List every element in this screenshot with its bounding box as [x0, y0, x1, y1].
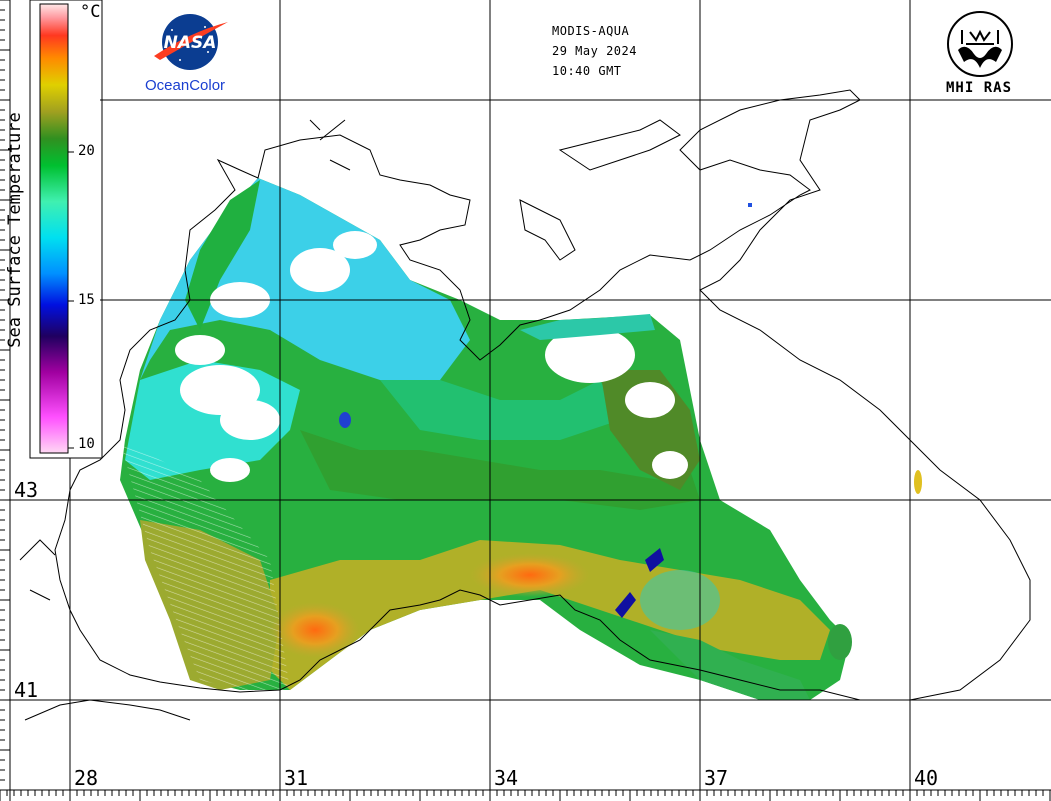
lon-label-34: 34 [494, 766, 519, 790]
sst-data-field [120, 178, 922, 700]
legend-title: Sea Surface Temperature [5, 112, 25, 348]
lon-label-37: 37 [704, 766, 729, 790]
lon-label-31: 31 [284, 766, 309, 790]
legend-tick-20: 20 [78, 143, 95, 159]
lat-label-41: 41 [14, 678, 39, 702]
legend-colorbar [39, 3, 69, 454]
mhi-logo-icon [947, 11, 1013, 77]
time-label: 10:40 GMT [552, 64, 622, 78]
coastline [19, 89, 1031, 721]
legend-unit: °C [80, 2, 101, 22]
legend-tick-10: 10 [78, 436, 95, 452]
nasa-logo-icon: NASA [154, 14, 228, 70]
nasa-logo-text: NASA [164, 33, 217, 53]
mhi-label: MHI RAS [946, 80, 1013, 96]
legend-tick-15: 15 [78, 292, 95, 308]
lat-label-43: 43 [14, 478, 39, 502]
bottom-ruler [0, 789, 1051, 801]
date-label: 29 May 2024 [552, 44, 637, 58]
lon-label-40: 40 [914, 766, 939, 790]
sensor-label: MODIS-AQUA [552, 24, 630, 38]
left-ruler [0, 0, 11, 801]
oceancolor-label: OceanColor [145, 77, 226, 94]
lon-label-28: 28 [74, 766, 99, 790]
